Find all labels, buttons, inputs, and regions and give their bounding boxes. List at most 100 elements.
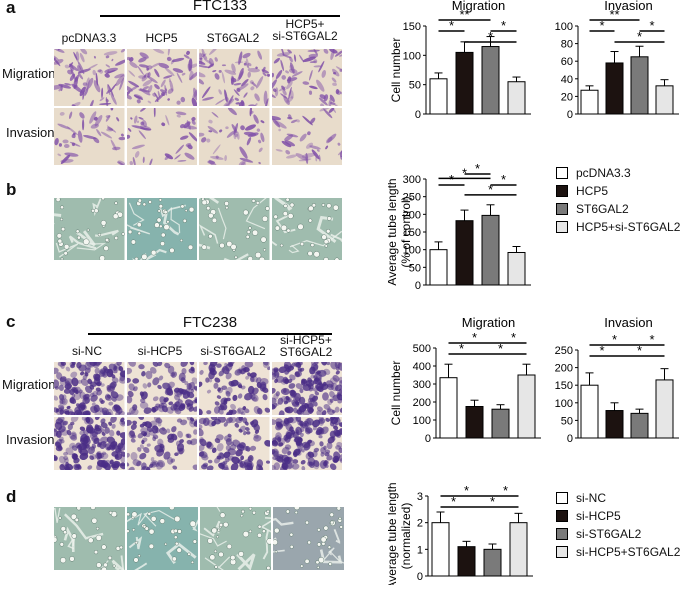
- column-label-c-3: si-HCP5+ ST6GAL2: [279, 333, 333, 359]
- legend-item: ST6GAL2: [556, 202, 629, 216]
- column-label-a-1: HCP5: [145, 31, 178, 45]
- column-label-a-2: ST6GAL2: [206, 31, 260, 45]
- y-axis-label: (normalized): [399, 503, 413, 570]
- y-tick-label: 200: [555, 363, 573, 375]
- micrograph-image: [271, 108, 342, 165]
- legend-item: pcDNA3.3: [556, 166, 631, 180]
- legend-label: si-NC: [576, 491, 606, 505]
- micrograph-image: [54, 108, 125, 165]
- significance-label: **: [609, 7, 619, 22]
- y-tick-label: 100: [403, 245, 421, 257]
- significance-label: *: [498, 341, 503, 356]
- legend-swatch: [556, 167, 568, 179]
- y-tick-label: 50: [561, 415, 573, 427]
- legend-item: HCP5+si-ST6GAL2: [556, 220, 680, 234]
- y-axis-label: Average tube length: [388, 178, 399, 285]
- tube-formation-image: [54, 198, 125, 260]
- significance-label: *: [637, 343, 642, 358]
- micrograph-grid-c: [54, 362, 342, 470]
- y-tick-label: 100: [403, 50, 421, 62]
- significance-label: *: [472, 330, 477, 345]
- significance-label: *: [490, 494, 495, 509]
- tube-formation-image: [199, 198, 270, 260]
- y-tick-label: 80: [561, 39, 573, 51]
- legend-label: HCP5+si-ST6GAL2: [576, 220, 681, 234]
- y-tick-label: 200: [413, 397, 431, 409]
- bar: [630, 412, 649, 439]
- legend-swatch: [556, 185, 568, 197]
- bar: [580, 384, 599, 439]
- significance-label: *: [449, 18, 454, 33]
- y-tick-label: 0: [567, 109, 573, 121]
- bar: [517, 374, 536, 439]
- significance-label: *: [503, 483, 508, 498]
- y-tick-label: 3: [417, 491, 423, 503]
- significance-label: *: [612, 332, 617, 347]
- y-tick-label: 200: [403, 209, 421, 221]
- micrograph-image: [54, 417, 125, 470]
- micrograph-image: [199, 108, 270, 165]
- y-tick-label: 150: [403, 21, 421, 33]
- significance-label: *: [462, 165, 467, 180]
- legend-label: HCP5: [576, 184, 609, 198]
- bar: [481, 214, 500, 286]
- y-tick-label: 0: [415, 109, 421, 121]
- significance-label: *: [475, 161, 480, 176]
- tube-image-row-d: [54, 507, 344, 570]
- y-tick-label: 0: [417, 571, 423, 583]
- panel-letter-c: c: [6, 312, 16, 331]
- micrograph-grid-a: [54, 49, 342, 165]
- bar: [630, 56, 649, 115]
- cell-line-ftc238: FTC238: [182, 314, 238, 331]
- legend-label: pcDNA3.3: [576, 166, 631, 180]
- chart-tube-length-ftc238: Average tube length(normalized) 0 1 2 3 * * * *: [388, 482, 533, 585]
- chart-migration-ftc238: Migration Cell number 0 100 200 300 400 500 * * * *: [389, 315, 541, 445]
- significance-label: *: [501, 172, 506, 187]
- significance-label: *: [488, 182, 493, 197]
- micrograph-image: [126, 417, 197, 470]
- bar: [431, 522, 450, 577]
- bar: [455, 220, 474, 286]
- y-tick-label: 40: [561, 74, 573, 86]
- significance-label: *: [599, 18, 604, 33]
- y-tick-label: 250: [403, 192, 421, 204]
- y-tick-label: 0: [567, 433, 573, 445]
- legend-label: si-HCP5+ST6GAL2: [576, 545, 681, 559]
- significance-label: *: [464, 483, 469, 498]
- column-label-c-1: si-HCP5: [137, 344, 183, 358]
- tube-formation-image: [273, 507, 344, 570]
- tube-formation-image: [127, 507, 198, 570]
- row-label-a-invasion: Invasion: [6, 125, 55, 140]
- y-axis-label: Cell number: [389, 361, 403, 426]
- micrograph-image: [54, 49, 125, 106]
- row-label-a-migration: Migration: [2, 66, 56, 81]
- bar: [481, 46, 500, 115]
- y-tick-label: 100: [555, 21, 573, 33]
- y-tick-label: 1: [417, 544, 423, 556]
- legend-item: si-HCP5: [556, 509, 621, 523]
- column-label-a-3: HCP5+ si-ST6GAL2: [272, 17, 338, 43]
- bar: [655, 379, 674, 439]
- legend-label: si-ST6GAL2: [576, 527, 642, 541]
- bar: [507, 81, 526, 115]
- column-label-a-0: pcDNA3.3: [61, 31, 117, 45]
- bar: [655, 85, 674, 115]
- legend-swatch: [556, 546, 568, 558]
- tube-formation-image: [271, 198, 342, 260]
- y-tick-label: 400: [413, 361, 431, 373]
- y-axis-label: (% of control): [399, 196, 413, 267]
- legend-swatch: [556, 203, 568, 215]
- legend-item: HCP5: [556, 184, 608, 198]
- row-label-c-invasion: Invasion: [6, 432, 55, 447]
- y-tick-label: 0: [425, 433, 431, 445]
- bar: [509, 522, 528, 577]
- y-tick-label: 20: [561, 91, 573, 103]
- chart-tube-length-ftc133: Average tube length(% of control) 0 50 100 1…: [388, 161, 531, 292]
- legend-label: ST6GAL2: [576, 202, 629, 216]
- y-tick-label: 60: [561, 56, 573, 68]
- y-tick-label: 50: [409, 80, 421, 92]
- significance-label: *: [637, 29, 642, 44]
- y-axis-label: Cell number: [389, 38, 403, 103]
- legend-swatch: [556, 528, 568, 540]
